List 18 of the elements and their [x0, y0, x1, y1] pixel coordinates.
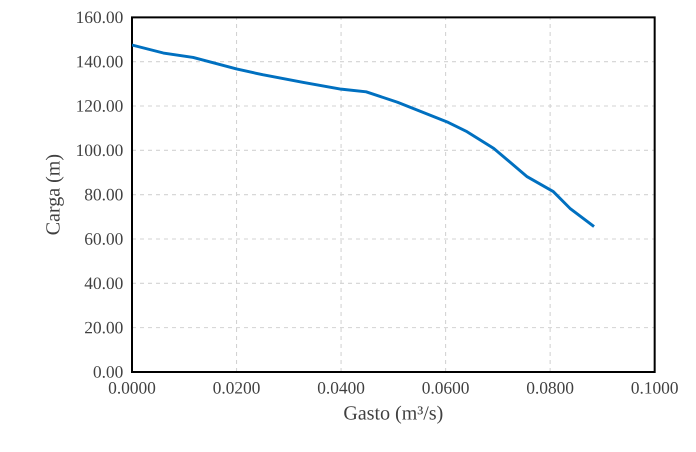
y-tick-label: 140.00 [77, 56, 123, 68]
y-tick-label: 20.00 [85, 322, 123, 334]
line-series [132, 44, 596, 228]
y-tick-label: 80.00 [84, 188, 123, 201]
y-axis-title: Carga (m) [46, 154, 64, 234]
x-tick-label: 0.0000 [108, 382, 156, 394]
y-tick-label: 0.00 [94, 366, 123, 378]
y-tick-label: 120.00 [77, 100, 123, 112]
x-tick-label: 0.0800 [526, 382, 574, 394]
x-tick-label: 0.0400 [318, 382, 364, 394]
x-tick-label: 0.1000 [632, 382, 678, 394]
y-tick-label: 60.00 [85, 233, 123, 245]
y-tick-label: 40.00 [84, 277, 123, 290]
y-tick-label: 100.00 [77, 144, 123, 156]
x-tick-label: 0.0600 [422, 382, 469, 394]
y-tick-label: 160.00 [77, 11, 123, 24]
x-tick-label: 0.0200 [213, 382, 260, 394]
x-axis-title: Gasto (m³/s) [344, 406, 442, 424]
